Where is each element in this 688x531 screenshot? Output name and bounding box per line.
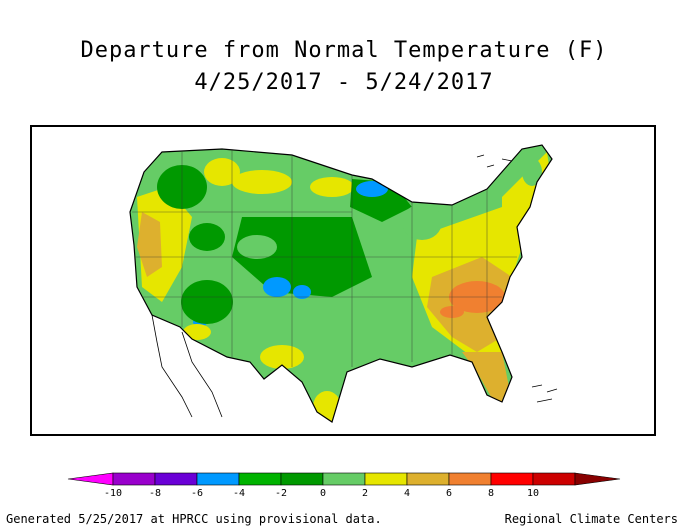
legend-tick-label: 6 (446, 488, 452, 499)
legend-tick-label: -4 (233, 488, 245, 499)
legend-swatch (280, 472, 324, 486)
canada-islands (476, 154, 513, 168)
legend-swatch-min (67, 472, 114, 486)
legend-tick-label: -2 (275, 488, 287, 499)
legend-tick-label: -10 (104, 488, 122, 499)
us-outline (129, 144, 553, 423)
legend-swatch (364, 472, 408, 486)
legend-swatch (112, 472, 156, 486)
footer-source: Regional Climate Centers (504, 512, 678, 526)
legend-swatch (238, 472, 282, 486)
legend-tick-label: 8 (488, 488, 494, 499)
legend-swatch (154, 472, 198, 486)
us-temperature-field (130, 145, 552, 422)
baja-coastline (151, 314, 193, 418)
legend-tick-label: -8 (149, 488, 161, 499)
map-title: Departure from Normal Temperature (F) (80, 38, 608, 63)
legend-scale: -10 -8 -6 -4 -2 0 2 4 6 8 10 (67, 472, 621, 499)
caribbean-islands (531, 384, 558, 403)
date-range: 4/25/2017 - 5/24/2017 (194, 70, 494, 95)
legend-swatch (406, 472, 450, 486)
mexico-coastline (181, 331, 223, 418)
legend-swatch (448, 472, 492, 486)
legend-swatch (532, 472, 576, 486)
footer-generated-note: Generated 5/25/2017 at HPRCC using provi… (6, 512, 382, 526)
legend-swatch (196, 472, 240, 486)
color-legend: -10 -8 -6 -4 -2 0 2 4 6 8 10 (0, 465, 688, 505)
legend-tick-label: 10 (527, 488, 539, 499)
legend-swatch-max (574, 472, 621, 486)
legend-tick-label: 4 (404, 488, 410, 499)
legend-swatch (490, 472, 534, 486)
legend-tick-label: 0 (320, 488, 326, 499)
state-boundaries (132, 149, 517, 367)
legend-swatch (322, 472, 366, 486)
legend-tick-label: -6 (191, 488, 203, 499)
legend-tick-label: 2 (362, 488, 368, 499)
temperature-map (129, 144, 558, 423)
map-frame (30, 125, 656, 436)
